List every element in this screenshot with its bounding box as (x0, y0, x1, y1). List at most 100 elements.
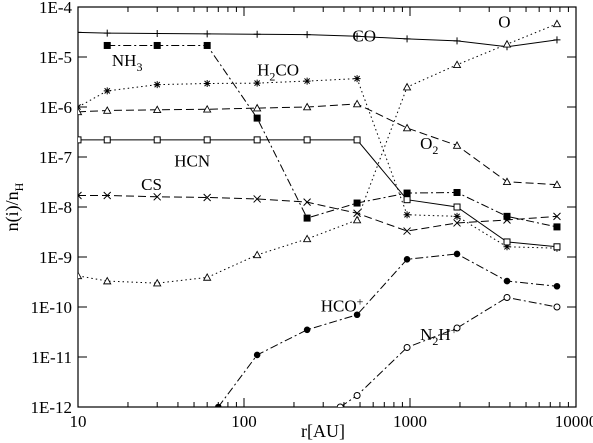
data-point-hcn (253, 136, 261, 144)
data-point-hcn (203, 136, 211, 144)
series-label-h2co: H2CO (257, 60, 299, 83)
series-line-cs (78, 194, 558, 232)
y-axis-ticks: 1E-12 1E-11 1E-10 1E-9 1E-8 1E-7 1E-6 1E-5 1E-4 (30, 0, 576, 417)
y-tick-label: 1E-8 (39, 198, 72, 217)
data-point-n2hplus (353, 391, 361, 399)
data-point-cs (403, 227, 411, 235)
x-tick-label: 1000 (393, 412, 427, 431)
data-point-co (103, 29, 111, 37)
data-point-o2 (252, 103, 262, 112)
data-point-hcn (78, 136, 82, 144)
series-label-part: H (257, 60, 269, 79)
series-label-part: 2 (269, 69, 275, 83)
x-axis-title: r[AU] (301, 421, 345, 441)
data-point-o2 (78, 107, 83, 116)
data-point-h2co (303, 77, 311, 85)
data-point-cs (203, 193, 212, 202)
series-hcn (78, 136, 561, 251)
series-label-part: + (357, 294, 364, 308)
data-point-co (353, 32, 361, 40)
data-point-h2co (153, 81, 161, 89)
series-label-part: CS (141, 175, 162, 194)
series-label-part: HCO (321, 296, 357, 315)
data-point-o2 (152, 105, 162, 114)
y-tick-label: 1E-6 (39, 98, 72, 117)
series-n2hplus (336, 293, 561, 407)
x-tick-label: 10 (70, 412, 87, 431)
data-point-hcoplus (353, 311, 361, 319)
series-layer (78, 19, 562, 407)
data-point-nh3 (103, 41, 111, 49)
series-co (78, 28, 561, 51)
data-point-cs (303, 198, 311, 207)
data-point-co (153, 30, 161, 38)
x-tick-label: 100 (231, 412, 257, 431)
data-point-hcoplus (214, 403, 222, 407)
series-label-part: O (420, 134, 432, 153)
data-point-h2co (203, 80, 211, 88)
y-tick-label: 1E-10 (30, 298, 72, 317)
data-point-cs (153, 192, 162, 201)
y-axis-title-sub: H (12, 182, 26, 191)
data-point-hcoplus (553, 282, 561, 290)
data-point-o2 (202, 104, 212, 113)
series-label-hcn: HCN (174, 152, 210, 171)
y-tick-label: 1E-5 (39, 48, 72, 67)
data-point-cs (453, 219, 461, 227)
series-o2 (78, 99, 562, 188)
data-point-h2co (403, 211, 411, 219)
data-point-nh3 (353, 199, 361, 207)
series-label-part: NH (112, 51, 137, 70)
data-point-n2hplus (403, 343, 411, 351)
data-point-o (252, 250, 262, 259)
data-point-o (452, 60, 462, 68)
data-point-cs (503, 216, 511, 224)
data-point-cs (553, 212, 561, 221)
data-point-cs (78, 191, 82, 200)
data-point-hcn (153, 136, 161, 144)
data-point-o (152, 278, 162, 287)
data-point-hcoplus (503, 277, 511, 285)
series-label-part: O (498, 12, 510, 31)
data-point-o2 (352, 99, 362, 108)
y-tick-label: 1E-4 (39, 0, 73, 17)
series-line-hcoplus (217, 253, 558, 407)
y-axis-title-main: n(i)/n (2, 191, 23, 231)
data-point-co (303, 31, 311, 39)
series-line-o2 (78, 103, 557, 186)
data-point-hcoplus (303, 326, 311, 334)
data-point-cs (253, 195, 261, 203)
data-point-n2hplus (553, 303, 561, 311)
data-point-hcn (503, 238, 511, 246)
series-line-co (78, 31, 558, 48)
x-axis-ticks: 10 100 1000 10000 (70, 7, 593, 431)
data-point-o (102, 276, 112, 285)
data-point-hcn (453, 203, 461, 211)
series-label-part: CO (275, 60, 299, 79)
data-point-h2co (253, 79, 261, 87)
data-point-o (502, 39, 512, 48)
plot-frame (77, 6, 577, 408)
data-point-co (553, 36, 561, 44)
data-point-nh3 (553, 223, 561, 231)
data-point-co (253, 30, 261, 38)
data-point-o2 (302, 102, 312, 111)
series-label-part: 2 (432, 143, 438, 157)
series-line-h2co (78, 78, 557, 249)
data-point-cs (103, 191, 112, 200)
y-axis-title: n(i)/nH (2, 182, 26, 231)
data-point-o (402, 82, 412, 91)
series-label-part: H (438, 325, 450, 344)
data-point-o2 (552, 180, 562, 188)
data-point-cs (353, 209, 361, 218)
y-tick-label: 1E-11 (31, 348, 72, 367)
series-h2co (78, 75, 561, 252)
data-point-hcn (553, 243, 561, 251)
series-label-part: 2 (432, 334, 438, 348)
data-point-o (302, 234, 312, 243)
data-point-o (552, 19, 562, 28)
series-hcoplus (214, 250, 561, 407)
data-point-o (78, 271, 83, 280)
series-label-part: N (420, 325, 432, 344)
